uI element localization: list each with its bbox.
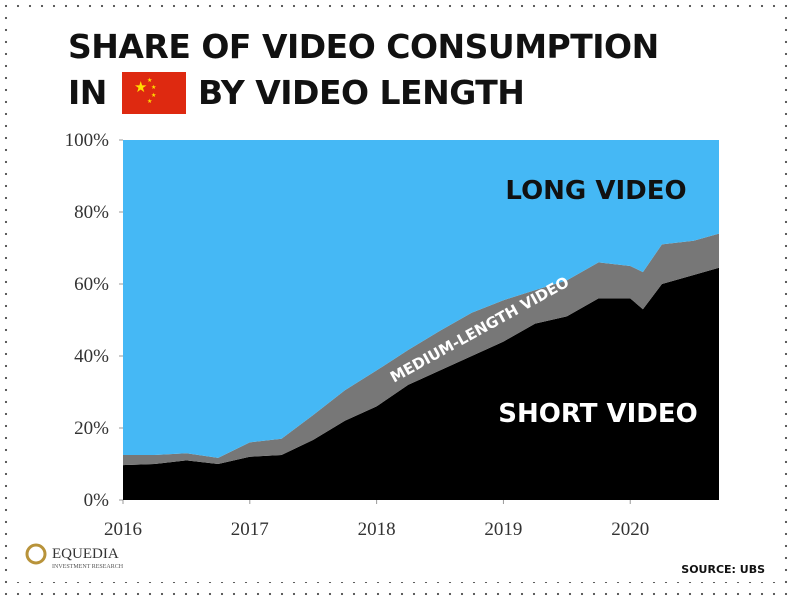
area [123,267,719,500]
y-tick-label: 60% [74,274,109,295]
flag-star: ★ [151,92,156,99]
area [123,233,719,466]
y-tick-label: 100% [65,130,110,151]
x-tick-label: 2019 [484,519,522,540]
chart-title: BY VIDEO LENGTH [198,73,524,112]
source: SOURCE: UBS [681,563,765,576]
y-tick-label: 20% [74,418,109,439]
series-label: LONG VIDEO [505,176,686,206]
logo-tagline: INVESTMENT RESEARCH [52,564,124,570]
x-tick-label: 2020 [611,519,649,540]
logo-mark [25,543,47,565]
logo-name: EQUEDIA [52,546,119,562]
flag-star: ★ [147,98,152,105]
series-label: SHORT VIDEO [498,399,697,429]
x-tick-label: 2018 [358,519,396,540]
y-tick-label: 40% [74,346,109,367]
x-tick-label: 2016 [104,519,142,540]
area [123,140,719,458]
x-tick-label: 2017 [231,519,269,540]
flag-field [122,72,186,114]
logo: EQUEDIA INVESTMENT RESEARCH [25,543,124,570]
plot-area [123,140,719,500]
y-tick-label: 0% [84,490,110,511]
chart-title: SHARE OF VIDEO CONSUMPTION [68,27,659,66]
china-flag: ★ ★ ★ ★ ★ [122,72,186,114]
y-tick-label: 80% [74,202,109,223]
flag-star: ★ [134,78,147,96]
flag-star: ★ [147,77,152,84]
flag-star: ★ [151,84,156,91]
chart-title: IN [68,73,107,112]
